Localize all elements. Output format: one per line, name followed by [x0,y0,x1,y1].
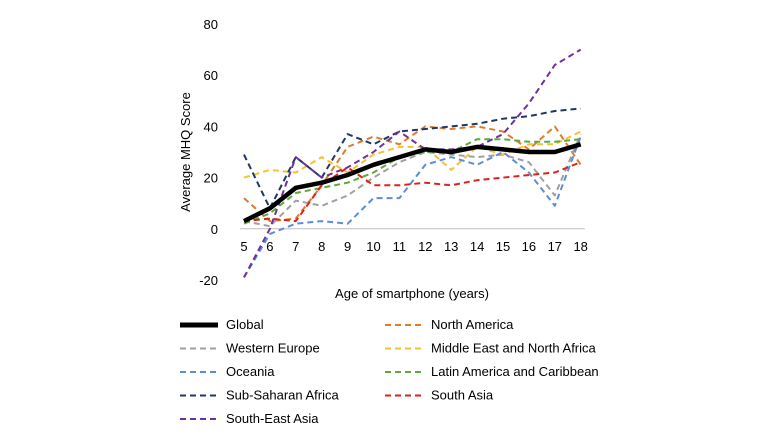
series-line-south-east-asia [243,48,582,278]
x-tick-label: 9 [344,239,351,254]
x-axis-title: Age of smartphone (years) [335,286,489,301]
legend-label: Global [226,317,264,332]
legend-label: Oceania [226,364,275,379]
y-tick-label: 40 [204,119,218,134]
legend-label: Middle East and North Africa [431,341,597,356]
y-tick-label: 0 [211,222,218,237]
legend: Global North America Western Europe Middle … [180,317,599,426]
x-axis-ticks: 5 6 7 8 9 10 11 12 13 14 15 16 17 18 [240,239,588,254]
legend-item: North America [385,317,514,332]
y-tick-label: -20 [199,273,218,288]
y-tick-label: 20 [204,171,218,186]
legend-label: South-East Asia [226,411,319,426]
series-line-oceania [243,136,582,278]
x-tick-label: 7 [292,239,299,254]
series-line-north-america [243,125,582,223]
series-line-western-europe [243,133,582,228]
y-axis-title: Average MHQ Score [178,92,193,212]
y-axis-ticks: -20 0 20 40 60 80 [199,17,218,288]
legend-label: Sub-Saharan Africa [226,388,340,403]
legend-label: Western Europe [226,341,320,356]
x-tick-label: 11 [393,239,407,254]
legend-item: Sub-Saharan Africa [180,388,340,403]
x-tick-label: 17 [548,239,562,254]
y-tick-label: 80 [204,17,218,32]
legend-item: South Asia [385,388,494,403]
series-lines [243,48,582,278]
legend-item: Global [180,317,264,332]
legend-item: Oceania [180,364,275,379]
x-tick-label: 12 [418,239,432,254]
x-tick-label: 13 [444,239,458,254]
legend-item: Latin America and Caribbean [385,364,599,379]
series-line-south-asia [243,161,582,223]
x-tick-label: 5 [240,239,247,254]
legend-label: Latin America and Caribbean [431,364,599,379]
x-tick-label: 8 [318,239,325,254]
y-tick-label: 60 [204,68,218,83]
legend-item: Western Europe [180,341,320,356]
x-tick-label: 16 [522,239,536,254]
legend-item: Middle East and North Africa [385,341,597,356]
legend-item: South-East Asia [180,411,319,426]
series-line-sub-saharan-africa [243,107,581,210]
x-tick-label: 15 [496,239,510,254]
x-tick-label: 14 [470,239,484,254]
legend-label: North America [431,317,514,332]
x-tick-label: 10 [366,239,380,254]
series-line-global [243,142,582,224]
x-tick-label: 6 [266,239,273,254]
series-line-middle-east-and-north-africa [243,130,582,179]
legend-label: South Asia [431,388,494,403]
x-tick-label: 18 [573,239,587,254]
